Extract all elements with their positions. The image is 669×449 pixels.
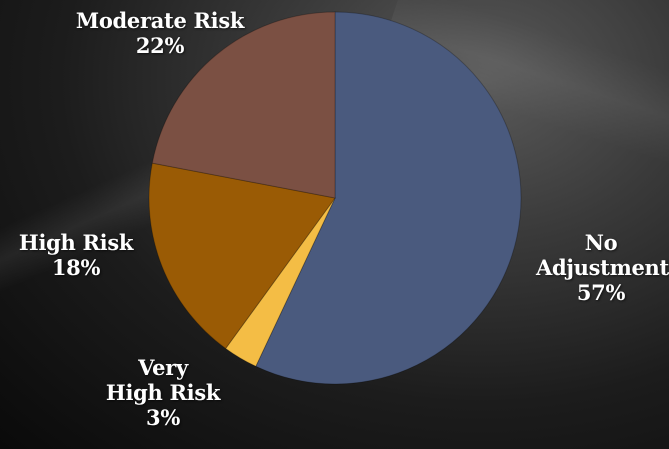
label-line: Moderate Risk [75, 8, 245, 33]
pie-slice-moderate-risk [151, 11, 336, 199]
label-very-high-risk: Very High Risk 3% [98, 355, 228, 430]
label-moderate-risk: Moderate Risk 22% [60, 8, 260, 58]
pie-slice-no-adjustment [255, 11, 522, 385]
label-line: Very [138, 355, 188, 380]
label-percent: 57% [576, 280, 626, 305]
label-percent: 3% [146, 405, 180, 430]
label-no-adjustment: No Adjustment 57% [536, 230, 669, 305]
label-line: High Risk [18, 230, 134, 255]
label-high-risk: High Risk 18% [8, 230, 144, 280]
pie-slice-high-risk [148, 162, 336, 350]
pie-slice-very-high-risk [224, 197, 336, 367]
label-percent: 22% [135, 33, 185, 58]
label-line: No [584, 230, 618, 255]
label-line: High Risk [105, 380, 221, 405]
label-percent: 18% [51, 255, 101, 280]
label-line: Adjustment [536, 255, 669, 280]
